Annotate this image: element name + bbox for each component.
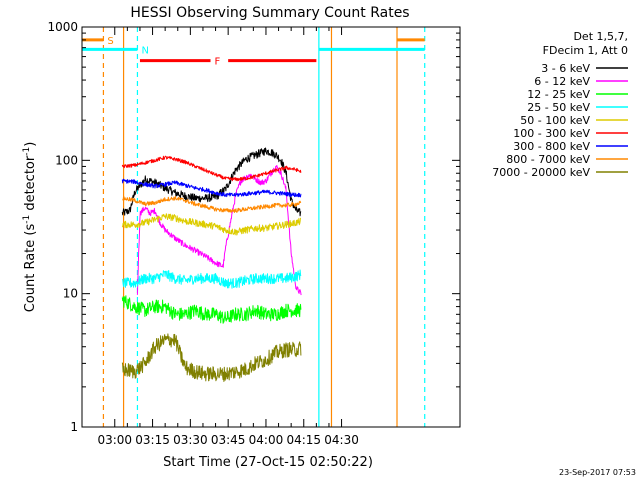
x-tick-label-0: 03:00 (97, 433, 132, 447)
legend-label-6: 300 - 800 keV (513, 140, 590, 153)
chart-title: HESSI Observing Summary Count Rates (130, 5, 409, 21)
x-tick-label-3: 03:45 (211, 433, 246, 447)
y-label-sup1: -1 (22, 215, 32, 224)
legend-label-1: 6 - 12 keV (534, 75, 590, 88)
series-line-0 (121, 147, 302, 217)
series-line-3 (121, 269, 302, 289)
flag-label-f: F (215, 57, 221, 68)
y-label-sup2: -1 (22, 147, 32, 156)
y-tick-label-2: 100 (55, 153, 78, 167)
flag-label-n: N (141, 45, 148, 56)
legend-label-7: 800 - 7000 keV (506, 153, 590, 166)
y-tick-label-3: 1000 (47, 20, 78, 34)
legend-label-0: 3 - 6 keV (541, 62, 590, 75)
x-tick-label-1: 03:15 (135, 433, 170, 447)
series-line-4 (121, 213, 302, 236)
series-line-8 (121, 333, 302, 382)
series-line-5 (121, 155, 302, 182)
legend-label-3: 25 - 50 keV (527, 101, 590, 114)
legend-label-4: 50 - 100 keV (520, 114, 590, 127)
y-label-end: ) (23, 142, 38, 147)
legend-label-8: 7000 - 20000 keV (492, 166, 590, 179)
x-tick-label-4: 04:00 (249, 433, 284, 447)
y-label-main: Count Rate (s (23, 224, 38, 313)
series-line-7 (121, 195, 302, 213)
x-tick-label-5: 04:15 (286, 433, 321, 447)
axis-ticks: 03:00 03:15 03:30 03:45 04:00 04:15 04:30 1 10 10… (47, 20, 460, 447)
y-tick-label-1: 10 (63, 287, 78, 301)
x-axis-label: Start Time (27-Oct-15 02:50:22) (163, 455, 373, 470)
flag-label-s: S (107, 36, 113, 47)
series-line-1 (136, 165, 302, 296)
plot-frame (81, 26, 461, 428)
y-label-mid: detector (23, 155, 38, 215)
x-tick-label-2: 03:30 (173, 433, 208, 447)
series-group (121, 147, 302, 382)
y-tick-label-0: 1 (70, 420, 78, 434)
series-line-6 (121, 178, 302, 198)
y-axis-label: Count Rate (s-1 detector-1) (22, 142, 38, 313)
legend-label-2: 12 - 25 keV (527, 88, 590, 101)
legend-header-1: Det 1,5,7, (573, 30, 628, 43)
legend-label-5: 100 - 300 keV (513, 127, 590, 140)
x-tick-label-6: 04:30 (324, 433, 359, 447)
series-line-2 (121, 295, 302, 324)
timestamp: 23-Sep-2017 07:53 (559, 468, 636, 477)
legend-header-2: FDecim 1, Att 0 (543, 44, 628, 57)
